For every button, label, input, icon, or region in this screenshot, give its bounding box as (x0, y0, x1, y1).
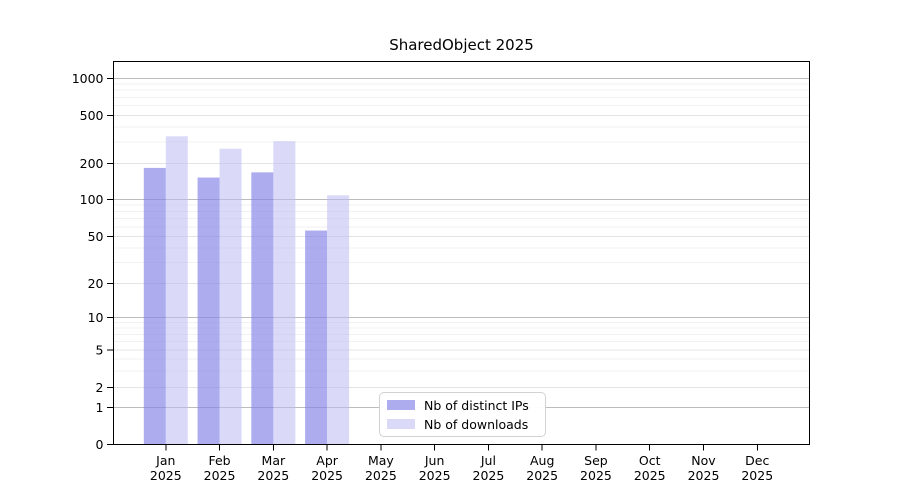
y-tick-label: 1000 (72, 71, 104, 86)
x-tick-label-month: Mar (262, 453, 286, 468)
y-tick-label: 0 (96, 437, 104, 452)
x-tick-label-year: 2025 (688, 468, 720, 483)
x-tick-label-month: Aug (530, 453, 554, 468)
x-tick-label-month: Jan (155, 453, 175, 468)
bar-nb-of-distinct-ips-apr (305, 230, 328, 445)
bar-nb-of-downloads-jan (165, 136, 188, 445)
legend-item-distinct-ips: Nb of distinct IPs (387, 398, 537, 413)
x-tick-label-month: Feb (208, 453, 230, 468)
bar-nb-of-downloads-feb (219, 148, 242, 445)
x-tick-label-year: 2025 (741, 468, 773, 483)
legend-label-downloads: Nb of downloads (424, 416, 529, 432)
y-tick-label: 1 (96, 400, 104, 415)
legend-swatch-downloads (387, 419, 415, 429)
x-tick-label-year: 2025 (204, 468, 236, 483)
y-tick-label: 100 (80, 192, 104, 207)
y-tick-label: 200 (80, 156, 104, 171)
y-tick-label: 2 (96, 380, 104, 395)
y-tick-label: 5 (96, 343, 104, 358)
legend-item-downloads: Nb of downloads (387, 417, 537, 432)
x-tick-label-year: 2025 (150, 468, 182, 483)
x-tick-label-year: 2025 (257, 468, 289, 483)
plot-border (113, 61, 810, 445)
bar-nb-of-distinct-ips-feb (197, 177, 220, 445)
x-tick-label-year: 2025 (580, 468, 612, 483)
y-tick-label: 50 (88, 229, 104, 244)
x-tick-label-month: Jun (424, 453, 445, 468)
x-tick-label-month: May (368, 453, 394, 468)
x-tick-label-year: 2025 (365, 468, 397, 483)
y-tick-label: 10 (88, 310, 104, 325)
x-tick-label-year: 2025 (634, 468, 666, 483)
x-tick-label-month: Oct (639, 453, 661, 468)
x-tick-label-year: 2025 (311, 468, 343, 483)
legend: Nb of distinct IPs Nb of downloads (379, 392, 546, 437)
bar-nb-of-downloads-apr (327, 195, 350, 445)
y-tick-label: 500 (80, 108, 104, 123)
chart-title: SharedObject 2025 (389, 36, 534, 54)
x-tick-label-year: 2025 (419, 468, 451, 483)
x-tick-label-month: Nov (691, 453, 716, 468)
x-tick-label-month: Jul (480, 453, 496, 468)
bar-nb-of-distinct-ips-jan (143, 167, 166, 445)
legend-label-distinct-ips: Nb of distinct IPs (424, 397, 529, 413)
x-tick-label-year: 2025 (473, 468, 505, 483)
y-tick-label: 20 (88, 276, 104, 291)
bar-nb-of-distinct-ips-mar (251, 172, 274, 445)
bar-nb-of-downloads-mar (273, 141, 296, 445)
x-tick-label-month: Apr (316, 453, 338, 468)
legend-swatch-distinct-ips (387, 400, 415, 410)
x-tick-label-month: Dec (745, 453, 769, 468)
x-tick-label-month: Sep (584, 453, 608, 468)
x-tick-label-year: 2025 (526, 468, 558, 483)
